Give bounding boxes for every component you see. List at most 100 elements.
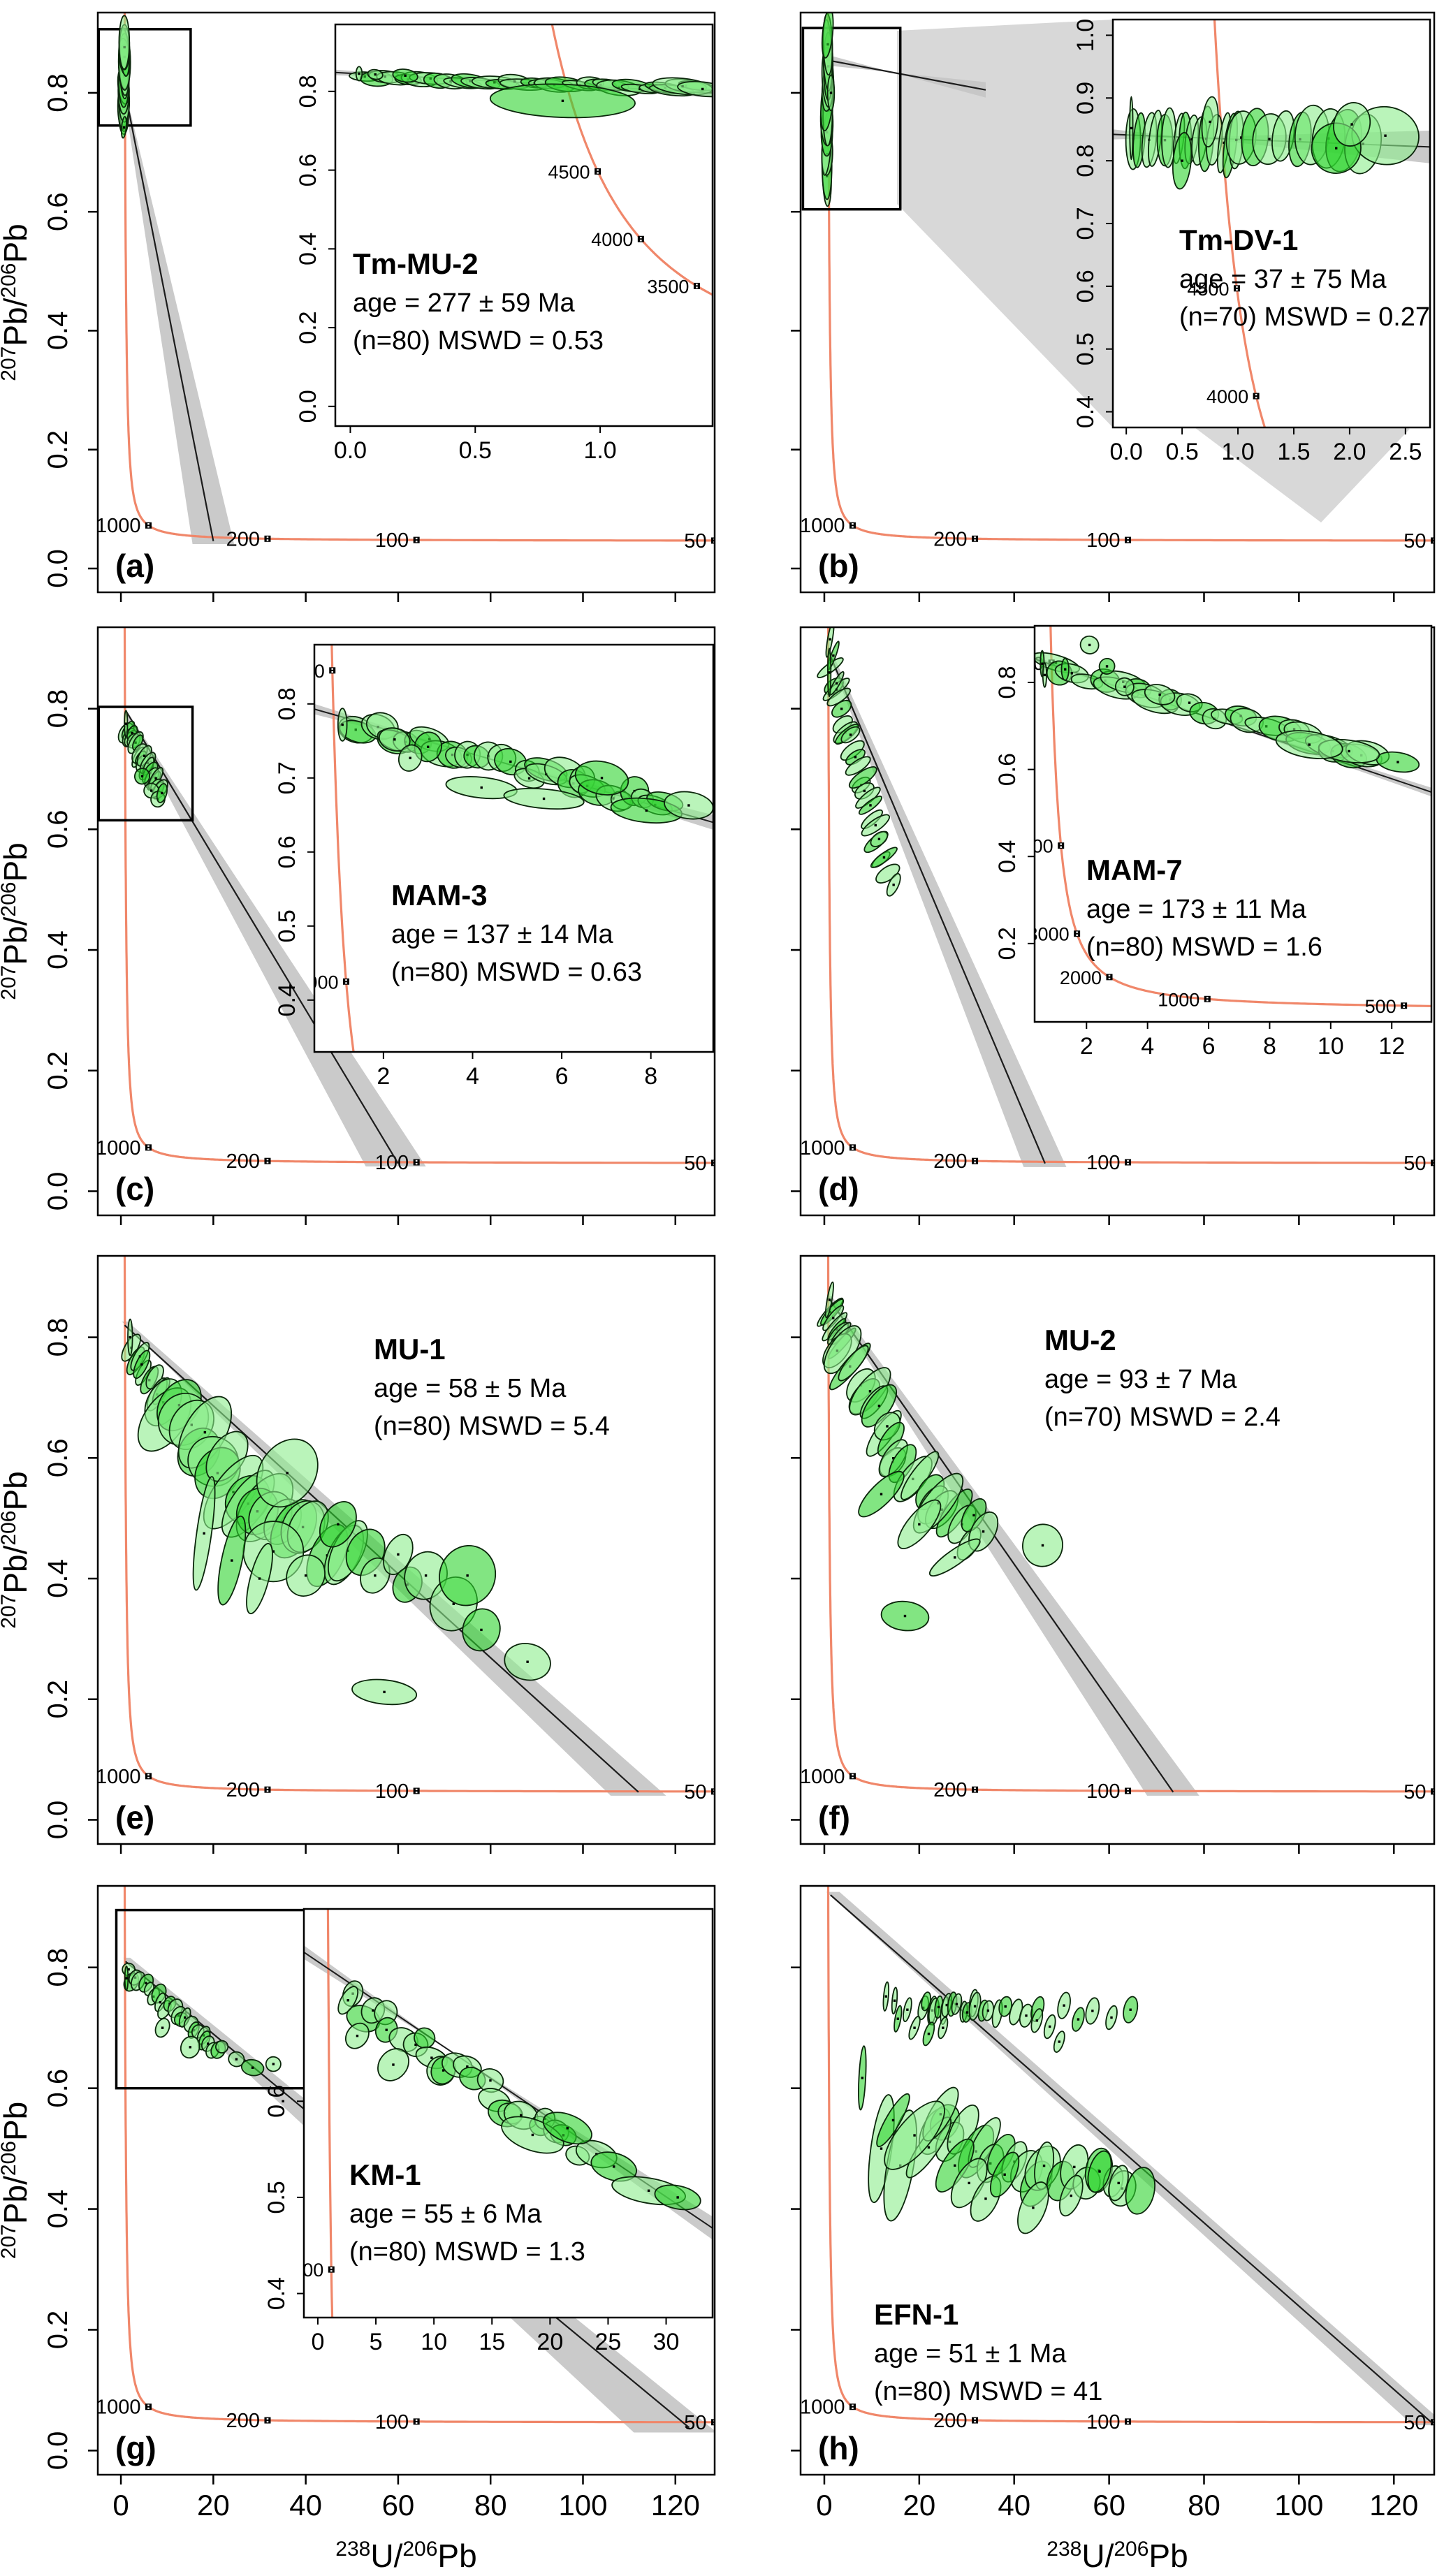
concordia-age-label: 200 [933, 528, 967, 550]
y-tick-label: 0.6 [43, 1438, 73, 1477]
concordia-age-marker [413, 536, 420, 543]
concordia-age-marker [413, 1159, 420, 1166]
inset-x-tick-label: 0.0 [1110, 439, 1143, 465]
concordia-age-marker [413, 1787, 420, 1794]
concordia-age-marker [328, 2266, 335, 2273]
concordia-curve [826, 1886, 1434, 2424]
x-tick-label: 20 [197, 2489, 230, 2522]
sample-name-d: MAM-7 [1086, 854, 1183, 886]
concordia-curve [1049, 626, 1431, 1007]
concordia-curve [826, 627, 1434, 1164]
concordia-curve [1213, 20, 1267, 427]
y-tick-label: 0.0 [43, 549, 73, 588]
concordia-age-marker [972, 535, 979, 542]
concordia-age-label: 4000 [1012, 836, 1053, 857]
inset-y-tick-label: 0.6 [263, 2085, 290, 2118]
inset-y-tick-label: 0.4 [274, 983, 300, 1016]
sample-stats-b: age = 37 ± 75 Ma [1179, 265, 1387, 294]
inset-y-tick-label: 0.6 [295, 154, 321, 186]
sample-stats-e: (n=80) MSWD = 5.4 [374, 1412, 610, 1441]
concordia-age-label: 200 [226, 1150, 260, 1173]
panel-c-plot: 1000 200 100 50 0.0 0.2 0.4 0.6 0.8 207Pb/206Pb 50… [0, 626, 716, 1225]
concordia-age-marker [145, 2403, 152, 2410]
inset-y-tick-label: 0.8 [295, 75, 321, 108]
panel-e-content: 1000 200 100 50 [98, 1256, 715, 1803]
inset-y-tick-label: 0.2 [295, 311, 321, 344]
inset-x-tick-label: 5 [370, 2329, 383, 2355]
sample-stats-g: age = 55 ± 6 Ma [349, 2200, 542, 2229]
inset-y-tick-label: 0.8 [274, 687, 300, 720]
panel-f-plot: 1000 200 100 50 MU-2 age = 93 ± 7 Ma (n=70) MS… [791, 1254, 1436, 1854]
error-ellipse [215, 2040, 229, 2054]
x-tick-label: 100 [1274, 2489, 1323, 2522]
concordia-age-label: 2000 [1060, 967, 1102, 988]
inset-y-tick-label: 0.5 [263, 2181, 290, 2213]
inset-y-tick-label: 0.6 [1072, 270, 1099, 302]
concordia-age-marker [1253, 393, 1260, 400]
inset-y-tick-label: 0.4 [295, 233, 321, 265]
panel-d-content: 1000 200 100 50 [801, 627, 1434, 1175]
panel-d-plot: 1000200100505000400030002000100050024681… [791, 624, 1436, 1225]
inset-y-tick-label: 0.6 [274, 835, 300, 868]
x-tick-label: 100 [558, 2489, 607, 2522]
sample-name-b: Tm-DV-1 [1179, 224, 1298, 256]
inset-y-tick-label: 1.0 [1072, 19, 1099, 52]
x-tick-label: 60 [1093, 2489, 1125, 2522]
y-tick-label: 0.6 [43, 192, 73, 231]
panel-a-content: 1000 200 100 50 [96, 13, 715, 552]
inset-y-tick-label: 0.7 [274, 761, 300, 794]
x-axis-title: 238U/206Pb [335, 2538, 476, 2574]
inset-x-tick-label: 1.0 [583, 437, 616, 464]
concordia-curve [123, 627, 715, 1164]
y-tick-label: 0.4 [43, 2190, 73, 2229]
y-tick-label: 0.4 [43, 312, 73, 351]
panel-b-inset: 4500 4000 [1113, 20, 1430, 427]
x-tick-label: 120 [651, 2489, 700, 2522]
concordia-age-marker [1204, 995, 1211, 1002]
inset-x-tick-label: 25 [595, 2329, 622, 2355]
inset-y-tick-label: 0.4 [263, 2277, 290, 2310]
inset-x-tick-label: 6 [1202, 1033, 1216, 1060]
panel-f-content: 1000 200 100 50 [801, 1256, 1434, 1803]
y-tick-label: 0.4 [43, 1559, 73, 1598]
sample-stats-a: age = 277 ± 59 Ma [353, 288, 576, 318]
inset-x-tick-label: 1.5 [1277, 439, 1310, 465]
inset-x-tick-label: 0.5 [459, 437, 492, 464]
inset-x-tick-label: 12 [1378, 1033, 1405, 1060]
x-tick-label: 40 [289, 2489, 322, 2522]
concordia-age-label: 1000 [96, 515, 141, 537]
concordia-age-label: 50 [1403, 1152, 1426, 1175]
concordia-age-marker [145, 1144, 152, 1151]
discordia-line [830, 1894, 1433, 2424]
panel-letter-g: (g) [115, 2430, 156, 2466]
inset-y-tick-label: 0.6 [994, 753, 1021, 786]
zoom-region-rect [801, 27, 902, 211]
y-tick-label: 0.2 [43, 2311, 73, 2350]
x-axis-title: 238U/206Pb [1046, 2538, 1188, 2574]
concordia-curve [826, 1256, 1434, 1793]
sample-stats-h: (n=80) MSWD = 41 [874, 2377, 1102, 2406]
inset-y-tick-label: 0.9 [1072, 82, 1099, 115]
concordia-age-label: 50 [1403, 530, 1426, 552]
inset-x-tick-label: 0.5 [1165, 439, 1198, 465]
discordia-line [126, 711, 399, 1164]
inset-x-tick-label: 10 [1318, 1033, 1344, 1060]
inset-y-tick-label: 0.2 [994, 927, 1021, 960]
x-tick-label: 0 [816, 2489, 832, 2522]
inset-x-tick-label: 20 [537, 2329, 563, 2355]
concordia-age-marker [1125, 2418, 1132, 2425]
error-ellipse [838, 1345, 869, 1382]
concordia-age-label: 4000 [1206, 386, 1248, 407]
concordia-age-marker [145, 1773, 152, 1780]
error-ellipse [414, 2027, 436, 2049]
y-tick-label: 0.8 [43, 73, 73, 112]
panel-e-plot: 1000 200 100 50 0.0 0.2 0.4 0.6 0.8 207Pb/206Pb MU… [0, 1254, 716, 1854]
concordia-age-label: 4000 [591, 229, 633, 250]
concordia-age-label: 200 [226, 2410, 260, 2432]
sample-stats-e: age = 58 ± 5 Ma [374, 1374, 567, 1403]
concordia-age-label: 4000 [296, 972, 338, 993]
concordia-age-marker [342, 978, 349, 985]
